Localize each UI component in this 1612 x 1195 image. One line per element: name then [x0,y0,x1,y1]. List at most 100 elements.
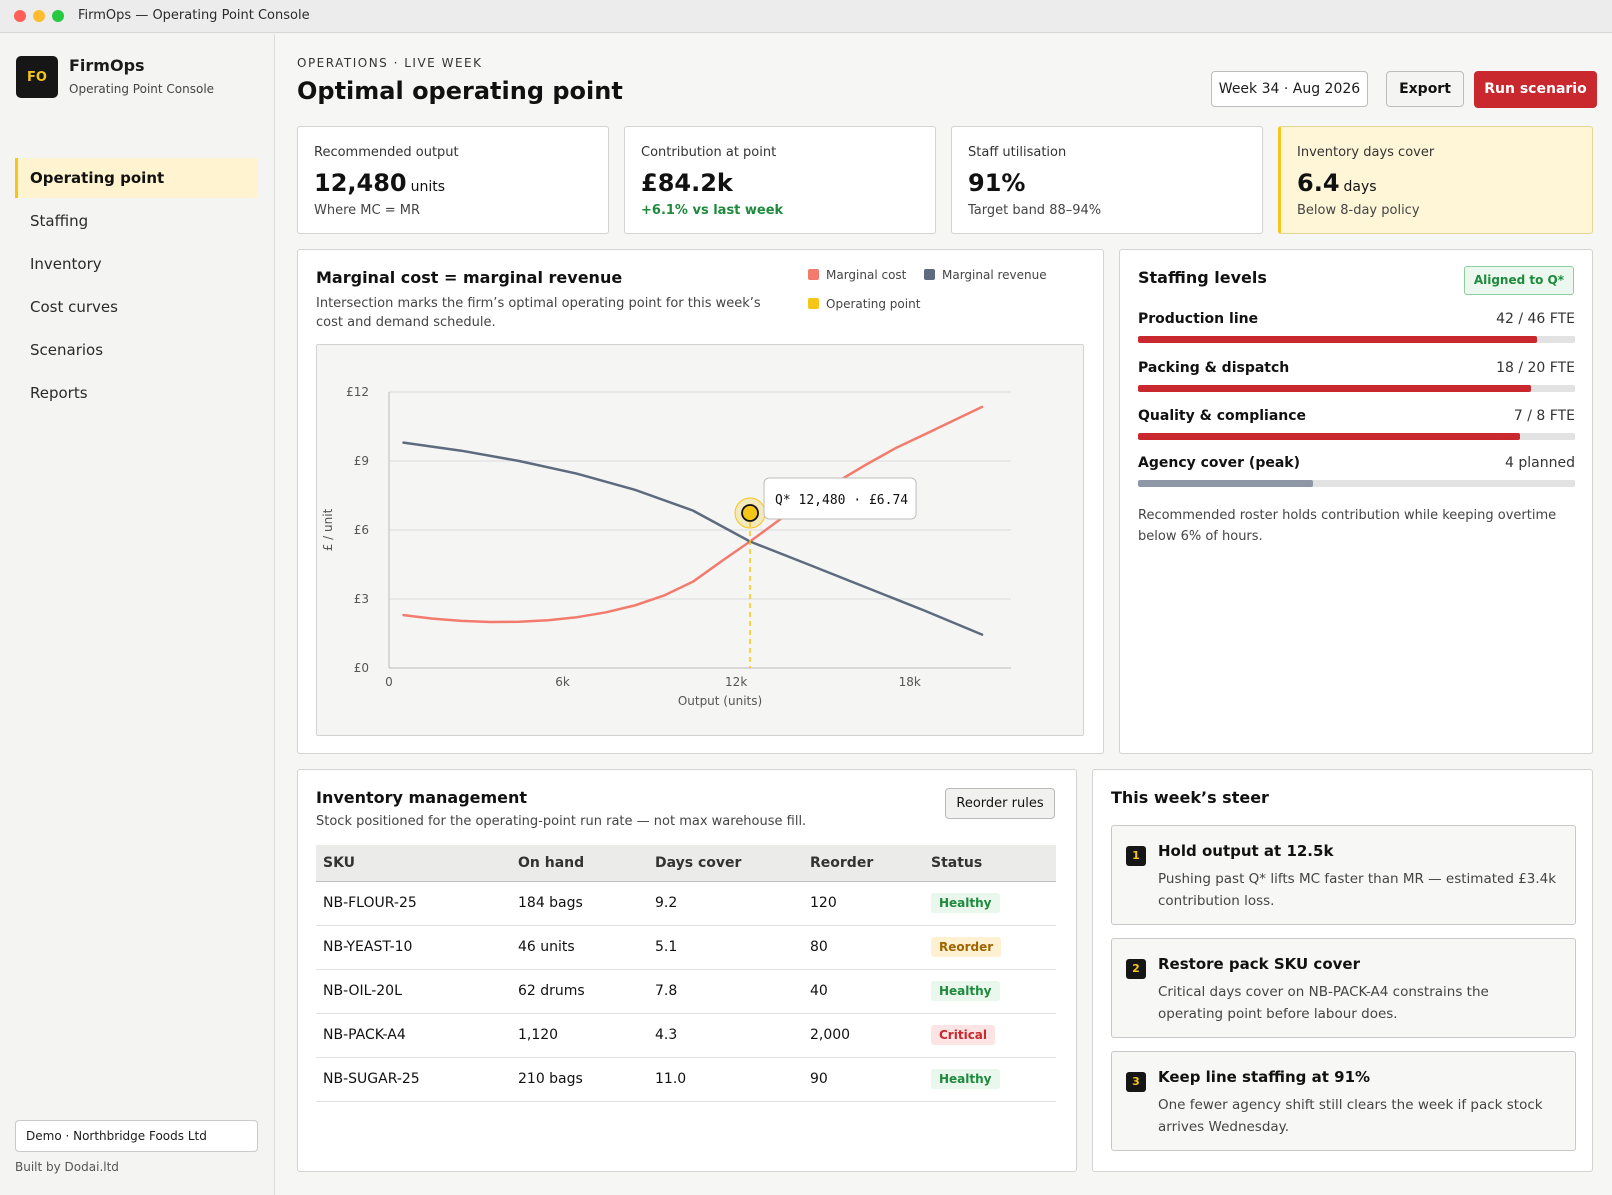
sidebar-item-reports[interactable]: Reports [30,384,88,402]
week-selector[interactable]: Week 34 · Aug 2026 [1211,71,1368,107]
sidebar-nav: Operating point Staffing Inventory Cost … [15,158,258,416]
reorder-rules-button[interactable]: Reorder rules [945,788,1055,819]
legend-marginal-revenue: Marginal revenue [924,268,1047,282]
window-titlebar: FirmOps — Operating Point Console [0,0,1612,33]
mc-mr-chart-panel: Marginal cost = marginal revenue Interse… [297,249,1104,754]
inventory-table: SKU On hand Days cover Reorder Status NB… [316,845,1056,1102]
cell-on-hand: 62 drums [511,969,648,1014]
column-header-on-hand[interactable]: On hand [511,845,648,882]
y-tick-label: £0 [354,661,369,675]
steer-number: 1 [1126,846,1146,866]
column-header-sku[interactable]: SKU [316,845,511,882]
org-selector[interactable]: Demo · Northbridge Foods Ltd [15,1120,258,1152]
operating-point-tooltip [763,477,917,520]
status-badge: Critical [931,1025,996,1045]
kpi-label: Staff utilisation [968,145,1067,160]
steer-card-body: Pushing past Q* lifts MC faster than MR … [1158,871,1557,909]
steer-card[interactable]: 2 Restore pack SKU cover Critical days c… [1111,938,1576,1038]
sidebar-item-inventory[interactable]: Inventory [30,255,102,273]
cell-on-hand: 210 bags [511,1057,648,1102]
cell-sku: NB-YEAST-10 [316,925,511,970]
run-scenario-button[interactable]: Run scenario [1474,71,1597,108]
cell-reorder: 40 [803,969,924,1014]
table-row[interactable]: NB-OIL-20L 62 drums 7.8 40 Healthy [316,969,1056,1014]
chart-panel-subtitle: Intersection marks the firm’s optimal op… [316,296,761,330]
cell-sku: NB-FLOUR-25 [316,881,511,926]
y-axis-label: £ / unit [321,508,335,551]
staff-row-packing-dispatch: Packing & dispatch 18 / 20 FTE [1138,360,1575,400]
steer-card-title: Hold output at 12.5k [1158,842,1334,860]
table-row[interactable]: NB-FLOUR-25 184 bags 9.2 120 Healthy [316,881,1056,926]
kpi-inventory-days-cover: Inventory days cover 6.4 days Below 8-day… [1278,126,1593,234]
cell-days-cover: 5.1 [648,925,803,970]
table-row[interactable]: NB-PACK-A4 1,120 4.3 2,000 Critical [316,1013,1056,1058]
cell-days-cover: 11.0 [648,1057,803,1102]
cell-days-cover: 7.8 [648,969,803,1014]
inventory-subtitle: Stock positioned for the operating-point… [316,814,807,829]
steer-card[interactable]: 1 Hold output at 12.5k Pushing past Q* l… [1111,825,1576,925]
kpi-note: Target band 88–94% [968,203,1102,218]
staff-bar-track [1138,385,1575,392]
column-header-reorder[interactable]: Reorder [803,845,924,882]
steer-card-title: Restore pack SKU cover [1158,955,1360,973]
steer-card[interactable]: 3 Keep line staffing at 91% One fewer ag… [1111,1051,1576,1151]
table-row[interactable]: NB-YEAST-10 46 units 5.1 80 Reorder [316,925,1056,970]
kpi-unit: units [410,179,446,195]
staffing-panel: Staffing levels Aligned to Q* Production… [1119,249,1593,754]
y-tick-label: £9 [354,454,369,468]
legend-marginal-cost: Marginal cost [808,268,906,282]
built-by-credit: Built by Dodai.ltd [15,1160,119,1174]
steer-number: 3 [1126,1072,1146,1092]
status-badge: Healthy [931,1069,1000,1089]
series-line-marginal-revenue [402,441,984,636]
sidebar-item-scenarios[interactable]: Scenarios [30,341,104,359]
legend-swatch [924,269,935,280]
window-title: FirmOps — Operating Point Console [78,8,310,23]
brand-logo: FO [16,56,58,98]
sidebar-item-staffing[interactable]: Staffing [30,212,89,230]
kpi-value: £84.2k [641,169,733,197]
cell-reorder: 80 [803,925,924,970]
staff-row-agency-cover: Agency cover (peak) 4 planned [1138,455,1575,495]
mc-mr-chart[interactable]: £0 £3 £6 £9 £12 0 6k 12k 18k Output (units) £ / un… [317,345,1083,735]
cell-status: Healthy [924,1057,1056,1102]
kpi-number: 6.4 [1297,169,1340,197]
table-row[interactable]: NB-SUGAR-25 210 bags 11.0 90 Healthy [316,1057,1056,1102]
inventory-panel: Inventory management Stock positioned fo… [297,769,1077,1172]
legend-operating-point: Operating point [808,297,920,311]
minimize-window-button[interactable] [33,10,45,22]
legend-swatch [808,298,819,309]
cell-on-hand: 46 units [511,925,648,970]
staffing-note: Recommended roster holds contribution wh… [1138,508,1557,544]
staff-count: 18 / 20 FTE [1496,360,1575,376]
cell-sku: NB-PACK-A4 [316,1013,511,1058]
kpi-contribution: Contribution at point £84.2k +6.1% vs la… [624,126,936,234]
sidebar-item-cost-curves[interactable]: Cost curves [30,298,118,316]
cell-reorder: 120 [803,881,924,926]
operating-point-label: Q* 12,480 · £6.74 [775,493,908,508]
cell-reorder: 90 [803,1057,924,1102]
x-tick-label: 12k [725,675,747,689]
cell-sku: NB-OIL-20L [316,969,511,1014]
kpi-value: 91% [968,169,1026,197]
cell-on-hand: 184 bags [511,881,648,926]
status-badge: Healthy [931,981,1000,1001]
close-window-button[interactable] [14,10,26,22]
cell-sku: NB-SUGAR-25 [316,1057,511,1102]
series-line-marginal-cost [402,405,984,624]
operating-point-marker [741,504,759,522]
zoom-window-button[interactable] [52,10,64,22]
column-header-status[interactable]: Status [924,845,1056,882]
sidebar-item-operating-point[interactable]: Operating point [15,158,258,198]
legend-label: Marginal revenue [942,268,1047,282]
staff-row-production-line: Production line 42 / 46 FTE [1138,311,1575,351]
sidebar: FO FirmOps Operating Point Console Opera… [0,34,275,1195]
staff-role: Agency cover (peak) [1138,455,1301,471]
cell-status: Healthy [924,881,1056,926]
inventory-title: Inventory management [316,788,528,807]
cell-status: Healthy [924,969,1056,1014]
kpi-label: Contribution at point [641,145,777,160]
column-header-days-cover[interactable]: Days cover [648,845,803,882]
export-button[interactable]: Export [1386,71,1464,107]
cell-status: Critical [924,1013,1056,1058]
